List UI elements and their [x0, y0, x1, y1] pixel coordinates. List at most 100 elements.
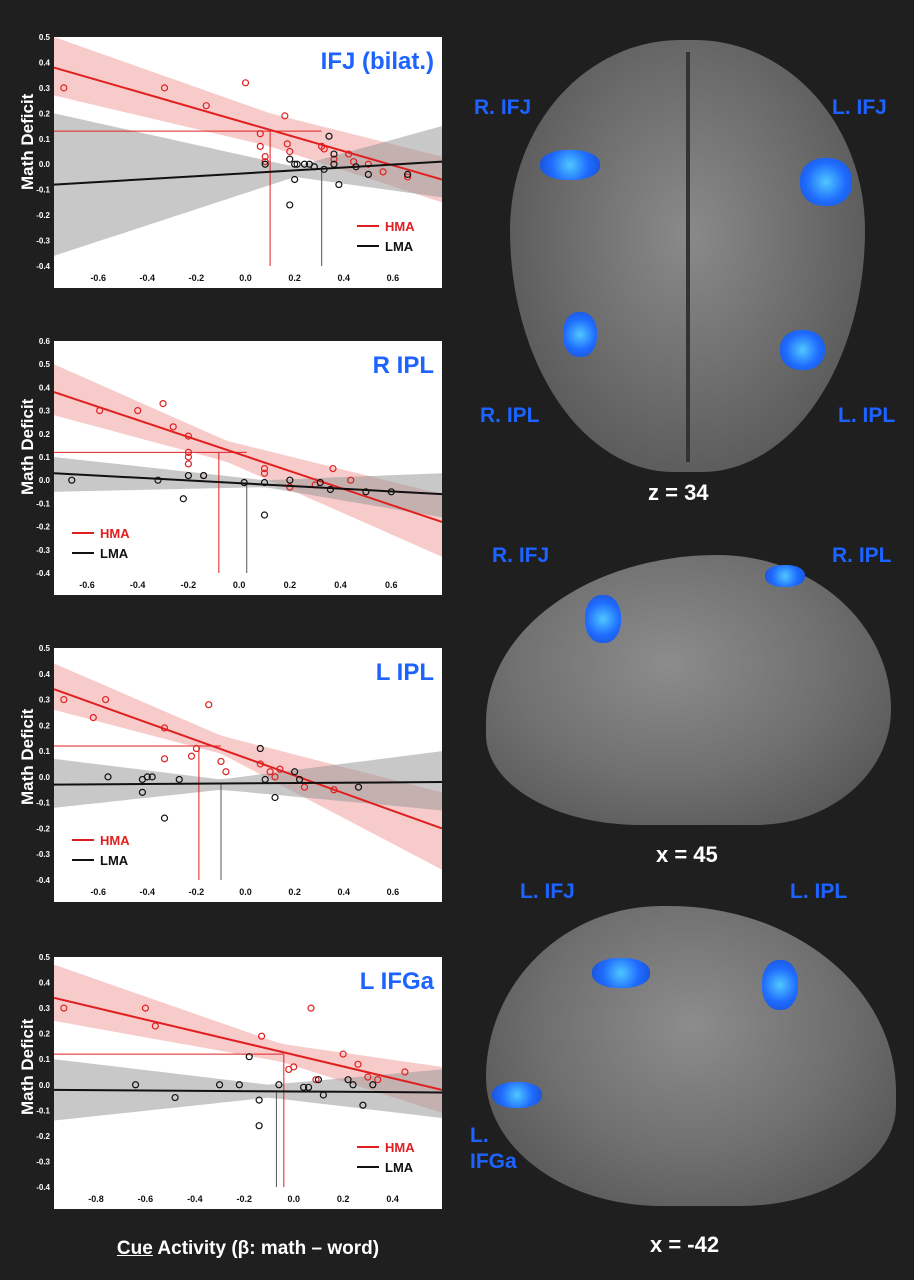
data-point-hma [184, 448, 193, 456]
data-point-hma [101, 695, 110, 704]
slice-coordinate-z34: z = 34 [648, 480, 709, 505]
data-point-lma [255, 1122, 263, 1130]
data-point-hma [160, 755, 169, 763]
x-tick-label: -0.6 [90, 887, 106, 897]
y-tick-label: 0.2 [39, 430, 51, 439]
y-tick-label: -0.2 [36, 824, 50, 833]
data-point-hma [347, 476, 355, 484]
y-axis-label: Math Deficit [18, 398, 37, 495]
brain-sagittal-left [486, 906, 896, 1206]
data-point-lma [314, 1076, 323, 1084]
confidence-band-hma [54, 964, 442, 1113]
data-point-hma [261, 158, 269, 166]
label-l-ipl-sag: L. IPL [790, 880, 848, 903]
chart-title: L IPL [376, 659, 434, 686]
plot-area [54, 364, 442, 573]
data-point-hma [330, 155, 338, 163]
confidence-band-lma [54, 457, 442, 518]
data-point-lma [148, 773, 156, 781]
data-point-lma [330, 150, 338, 158]
y-axis-label: Math Deficit [18, 1018, 37, 1115]
legend-label-lma: LMA [385, 239, 414, 254]
plot-area [54, 964, 442, 1187]
chart-panel-r-ipl: -0.4 -0.3 -0.2 -0.1 0.0 0.1 0.2 0.3 0.4 0.5 0.6 -0.… [36, 337, 442, 595]
y-tick-label: 0.2 [39, 109, 51, 118]
data-point-lma [286, 201, 294, 209]
data-point-lma [344, 1076, 352, 1084]
data-point-hma [222, 768, 230, 776]
data-point-lma [326, 485, 335, 494]
data-point-lma [260, 511, 269, 519]
y-tick-label: -0.3 [36, 1157, 50, 1166]
data-point-hma [290, 1063, 298, 1071]
x-tick-label: -0.4 [140, 273, 156, 283]
data-point-lma [200, 471, 208, 480]
data-point-lma [291, 160, 299, 168]
x-axis-label: Cue Activity (β: math – word) [54, 1238, 442, 1260]
y-tick-label: -0.2 [36, 523, 50, 532]
data-point-lma [330, 160, 338, 168]
data-point-hma [134, 406, 142, 415]
data-point-lma [184, 471, 193, 480]
data-point-hma [192, 744, 201, 753]
y-tick-label: 0.4 [39, 383, 51, 392]
data-point-hma [202, 102, 210, 110]
data-point-hma [151, 1022, 159, 1030]
x-tick-label: 0.6 [385, 580, 398, 590]
data-point-hma [307, 1004, 315, 1012]
brain-sagittal-right [486, 555, 891, 825]
data-point-hma [205, 701, 213, 709]
data-point-hma [330, 786, 338, 794]
x-tick-label: 0.0 [233, 580, 246, 590]
data-point-hma [256, 142, 264, 151]
y-tick-label: 0.4 [39, 58, 51, 67]
data-point-hma [339, 1050, 347, 1058]
data-point-lma [160, 814, 169, 822]
chart-panel-l-ipl: -0.4 -0.3 -0.2 -0.1 0.0 0.1 0.2 0.3 0.4 0.5 -0.6 -0… [36, 644, 442, 902]
y-tick-label: 0.5 [39, 360, 51, 369]
fit-line-lma [54, 160, 442, 186]
data-point-lma [261, 160, 269, 168]
data-point-hma [159, 400, 167, 408]
data-point-hma [260, 464, 269, 473]
chart-title: R IPL [373, 352, 434, 379]
y-tick-label: 0.3 [39, 1004, 51, 1013]
data-point-hma [379, 168, 387, 176]
chart-svg: -0.4 -0.3 -0.2 -0.1 0.0 0.1 0.2 0.3 0.4 0.5 0.6 -0.… [36, 337, 442, 590]
data-point-hma [276, 765, 284, 773]
activation-r-ifj-sag [585, 595, 621, 643]
x-tick-label: 0.2 [288, 887, 301, 897]
chart-title: L IFGa [360, 968, 435, 995]
fit-line-lma [54, 472, 442, 496]
data-point-hma [217, 757, 225, 766]
data-point-lma [300, 160, 309, 168]
data-point-hma [241, 79, 250, 87]
y-tick-label: -0.3 [36, 546, 50, 555]
y-tick-label: 0.6 [39, 337, 51, 346]
data-point-lma [131, 1081, 140, 1089]
x-tick-label: 0.6 [387, 273, 400, 283]
x-tick-label: 0.0 [239, 887, 252, 897]
midline [686, 52, 690, 462]
x-tick-label: 0.6 [387, 887, 400, 897]
data-point-hma [184, 432, 193, 440]
data-point-hma [329, 464, 337, 473]
data-point-hma [283, 140, 291, 148]
activation-l-ifga-sag [492, 1082, 542, 1108]
data-point-hma [364, 160, 372, 168]
y-tick-label: 0.4 [39, 979, 51, 988]
data-point-hma [374, 1076, 382, 1084]
x-tick-label: 0.2 [288, 273, 301, 283]
data-point-hma [89, 713, 97, 722]
x-axis-label-underlined: Cue [116, 1238, 153, 1259]
data-point-hma [187, 752, 196, 760]
data-point-hma [60, 1004, 68, 1012]
y-tick-label: -0.4 [36, 569, 50, 578]
label-r-ipl-sag: R. IPL [832, 544, 892, 567]
fit-line-hma [54, 391, 442, 523]
data-point-lma [68, 476, 76, 484]
x-tick-label: 0.0 [239, 273, 252, 283]
data-point-lma [316, 478, 324, 487]
y-tick-label: 0.5 [39, 33, 51, 42]
fit-line-hma [54, 66, 442, 181]
